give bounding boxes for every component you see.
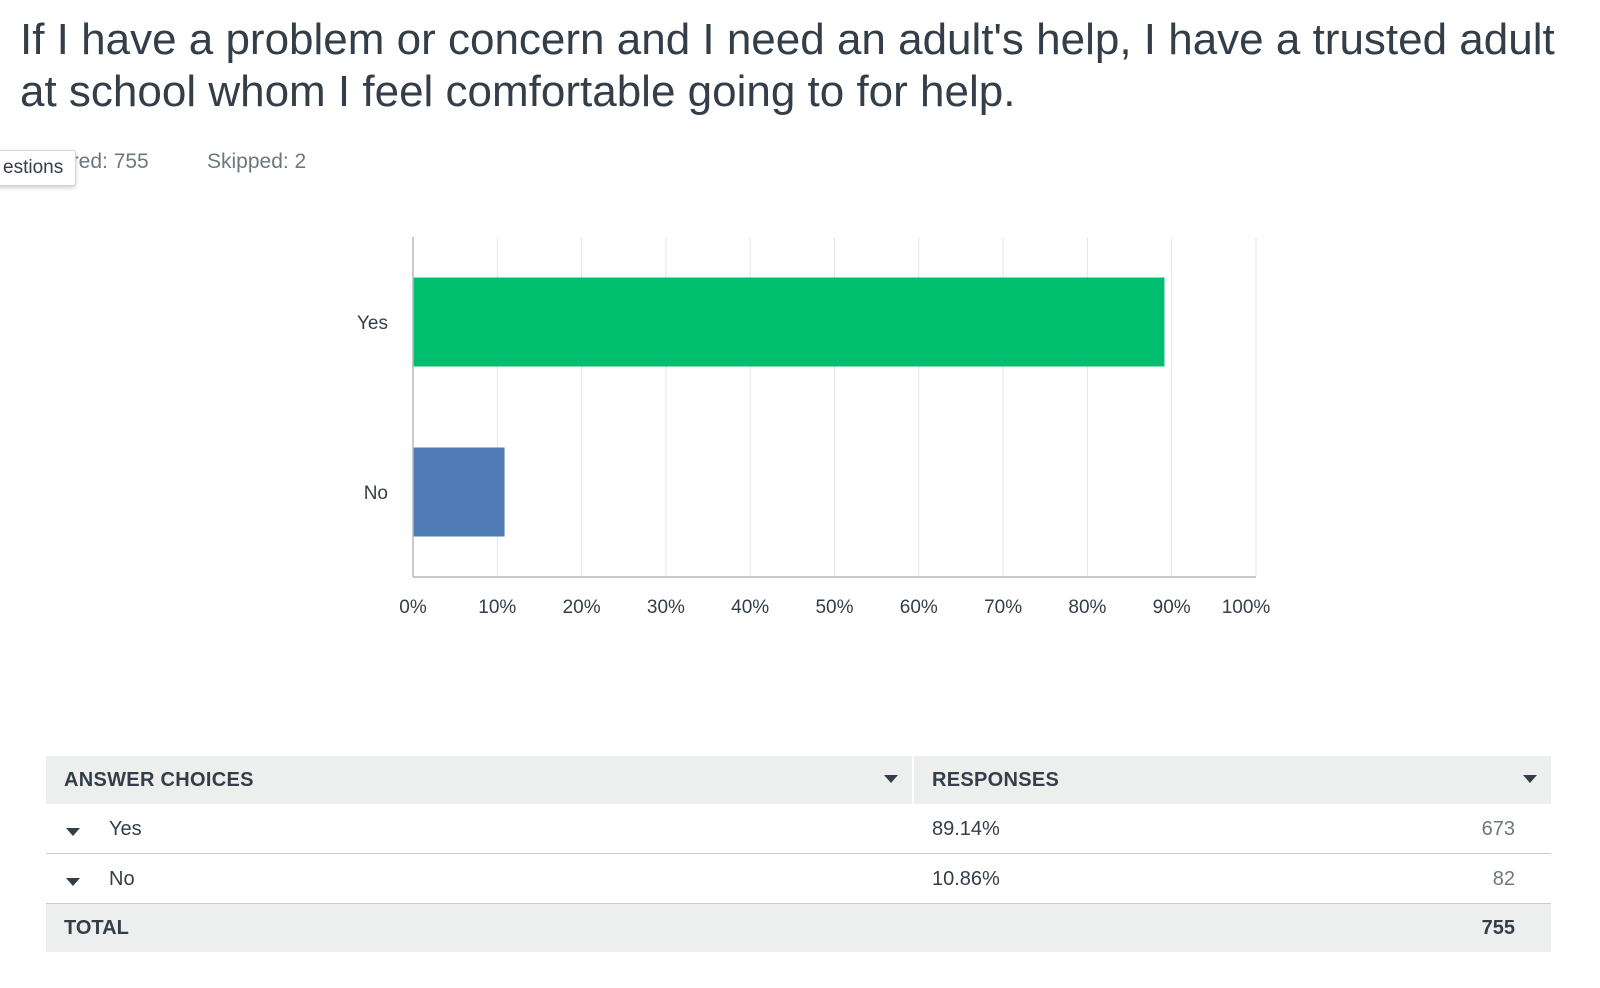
table-row: No 10.86% 82 (46, 854, 1551, 904)
question-title: If I have a problem or concern and I nee… (20, 15, 1555, 116)
chart-x-tick-label: 40% (731, 597, 769, 618)
sort-caret-down-icon[interactable] (884, 775, 898, 783)
answered-count: ered: 755 (60, 150, 149, 173)
answer-choice-label: Yes (109, 818, 142, 840)
bar-chart: 0% 10% 20% 30% 40% 50% 60% 70% 80% 90% 100% Yes No (357, 237, 1270, 618)
chart-x-tick-labels: 0% 10% 20% 30% 40% 50% 60% 70% 80% 90% 100% (399, 597, 1270, 618)
chart-x-tick-label: 70% (984, 597, 1022, 618)
responses-header-label: RESPONSES (932, 769, 1060, 791)
responses-table: ANSWER CHOICES RESPONSES Yes 89.14% 673 … (46, 756, 1551, 952)
response-count: 82 (1492, 868, 1515, 890)
response-percent: 89.14% (932, 818, 1000, 840)
chart-x-tick-label: 60% (900, 597, 938, 618)
chart-bar-no (413, 447, 505, 537)
response-percent: 10.86% (932, 868, 1000, 890)
answer-choices-header[interactable]: ANSWER CHOICES (46, 756, 912, 804)
response-count: 673 (1481, 818, 1515, 840)
chart-bars (413, 277, 1165, 537)
chart-category-label: Yes (357, 313, 388, 334)
chart-x-tick-label: 100% (1222, 597, 1271, 618)
expand-caret-icon[interactable] (66, 828, 80, 836)
chart-bar-yes (413, 277, 1165, 367)
sort-caret-down-icon[interactable] (1523, 775, 1537, 783)
answer-choice-label: No (109, 868, 135, 890)
total-value: 755 (1481, 917, 1515, 939)
questions-tab-button[interactable]: estions (0, 150, 77, 186)
chart-x-tick-label: 90% (1153, 597, 1191, 618)
total-row: TOTAL 755 (46, 904, 1551, 952)
chart-x-tick-label: 0% (399, 597, 427, 618)
chart-axes (412, 237, 1256, 578)
chart-category-labels: Yes No (357, 313, 388, 504)
chart-x-tick-label: 80% (1068, 597, 1106, 618)
table-row: Yes 89.14% 673 (46, 804, 1551, 854)
table-header: ANSWER CHOICES RESPONSES (46, 756, 1551, 804)
chart-x-tick-label: 30% (647, 597, 685, 618)
responses-header[interactable]: RESPONSES (914, 756, 1551, 804)
chart-category-label: No (364, 483, 388, 504)
total-label: TOTAL (64, 917, 129, 939)
expand-caret-icon[interactable] (66, 878, 80, 886)
answer-choices-header-label: ANSWER CHOICES (64, 769, 254, 791)
chart-x-tick-label: 20% (563, 597, 601, 618)
chart-x-tick-label: 50% (815, 597, 853, 618)
skipped-count: Skipped: 2 (207, 150, 307, 173)
chart-x-tick-label: 10% (478, 597, 516, 618)
